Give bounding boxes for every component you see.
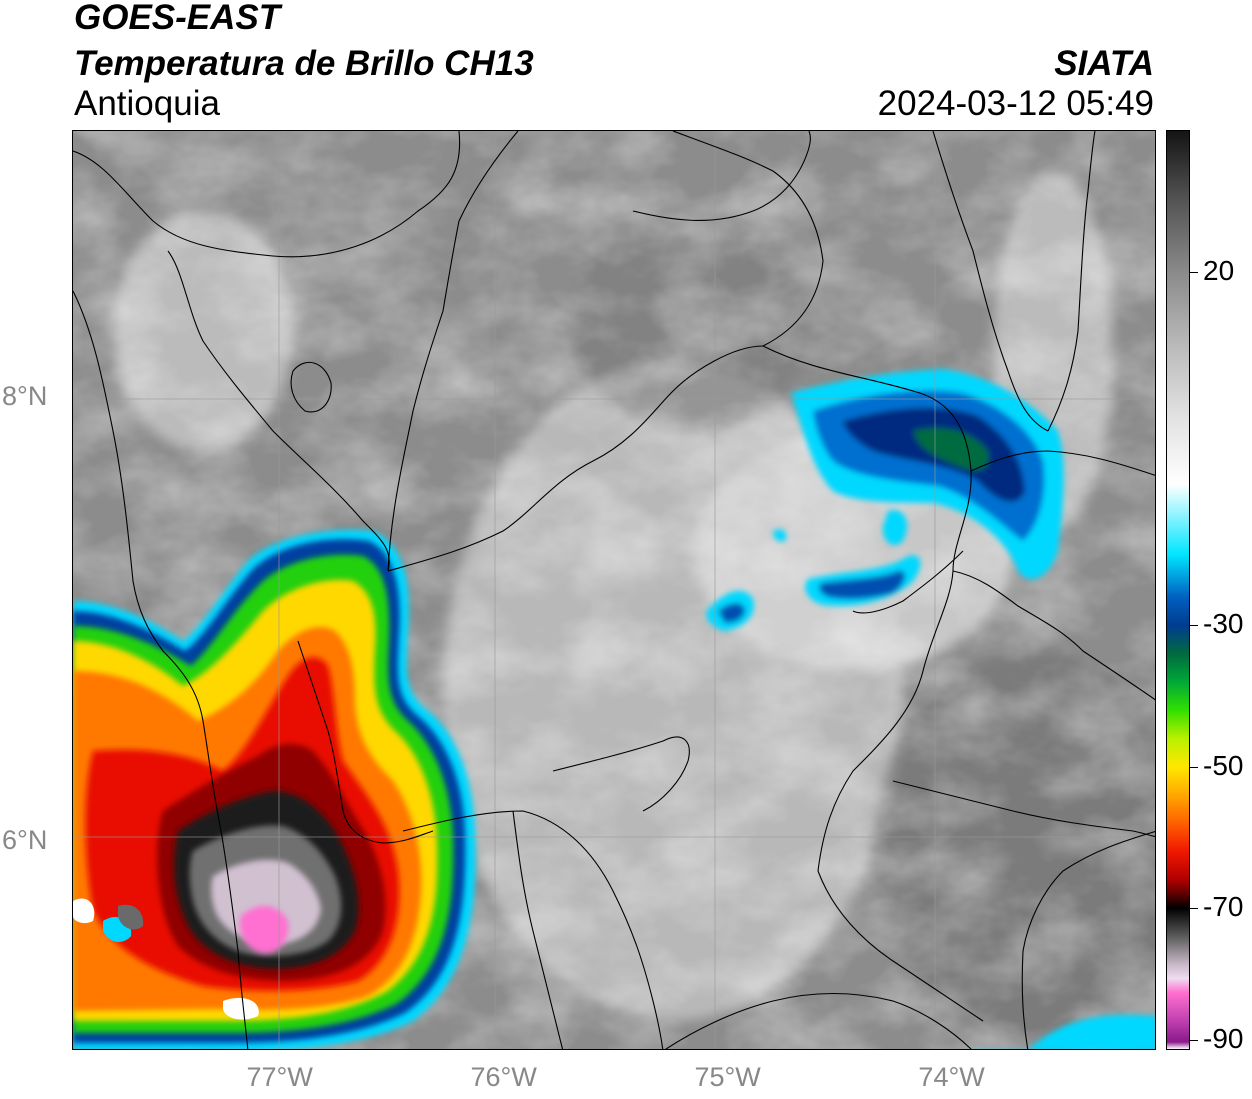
colorbar-tick-label: -50 — [1203, 749, 1244, 781]
colorbar-tick — [1190, 908, 1198, 910]
longitude-label: 74°W — [918, 1062, 985, 1092]
border-boyaca — [1021, 831, 1155, 1049]
region-label: Antioquia — [74, 84, 220, 123]
border-antioquia-bolivar — [672, 131, 824, 347]
border-caldas — [552, 736, 690, 812]
border-cesar — [632, 131, 811, 221]
border-south-2 — [665, 992, 972, 1049]
border-risaralda — [512, 810, 564, 1049]
boundaries — [73, 131, 1155, 1049]
coastline-caribbean — [73, 131, 461, 258]
gridlines — [73, 131, 1155, 1049]
colorbar-tick — [1190, 271, 1198, 273]
border-east-antioquia — [762, 345, 972, 872]
agency-label: SIATA — [1054, 44, 1154, 83]
border-chocó-antioquia — [297, 640, 434, 844]
western-convective-system — [73, 529, 476, 1049]
longitude-label: 75°W — [694, 1062, 761, 1092]
border-south-3 — [817, 870, 984, 1022]
timestamp-label: 2024-03-12 05:49 — [877, 84, 1154, 123]
title-satellite: GOES-EAST — [74, 0, 281, 37]
colorbar-tick-label: -70 — [1203, 891, 1244, 923]
map-canvas — [73, 131, 1155, 1049]
title-product: Temperatura de Brillo CH13 — [74, 44, 534, 83]
gulf-uraba — [290, 361, 332, 413]
satellite-map[interactable] — [72, 130, 1156, 1050]
colorbar-tick-label: -30 — [1203, 608, 1244, 640]
longitude-label: 76°W — [470, 1062, 537, 1092]
eastern-cloud-cluster — [706, 369, 1155, 1049]
border-cundinamarca — [892, 780, 1155, 838]
latitude-label: 6°N — [2, 825, 48, 856]
colorbar-gradient — [1167, 131, 1189, 1049]
river-east — [852, 550, 964, 614]
colorbar-tick — [1190, 1040, 1198, 1041]
colorbar — [1166, 130, 1190, 1050]
border-antioquia-cordoba — [387, 345, 764, 572]
latitude-label: 8°N — [2, 380, 48, 411]
border-ne-2 — [1047, 131, 1096, 432]
colorbar-tick — [1190, 766, 1198, 768]
longitude-label: 77°W — [246, 1062, 313, 1092]
border-magdalena-medio — [952, 570, 1155, 701]
border-santander — [970, 450, 1155, 476]
colorbar-tick-label: 20 — [1203, 254, 1235, 286]
border-ne-1 — [932, 131, 1049, 432]
coastline-uraba — [167, 250, 390, 572]
border-south-1 — [402, 810, 664, 1049]
border-chocó-west — [73, 290, 249, 1049]
colorbar-tick-label: -90 — [1203, 1023, 1244, 1054]
colorbar-tick — [1190, 625, 1198, 627]
border-antioquia-north — [387, 131, 519, 572]
